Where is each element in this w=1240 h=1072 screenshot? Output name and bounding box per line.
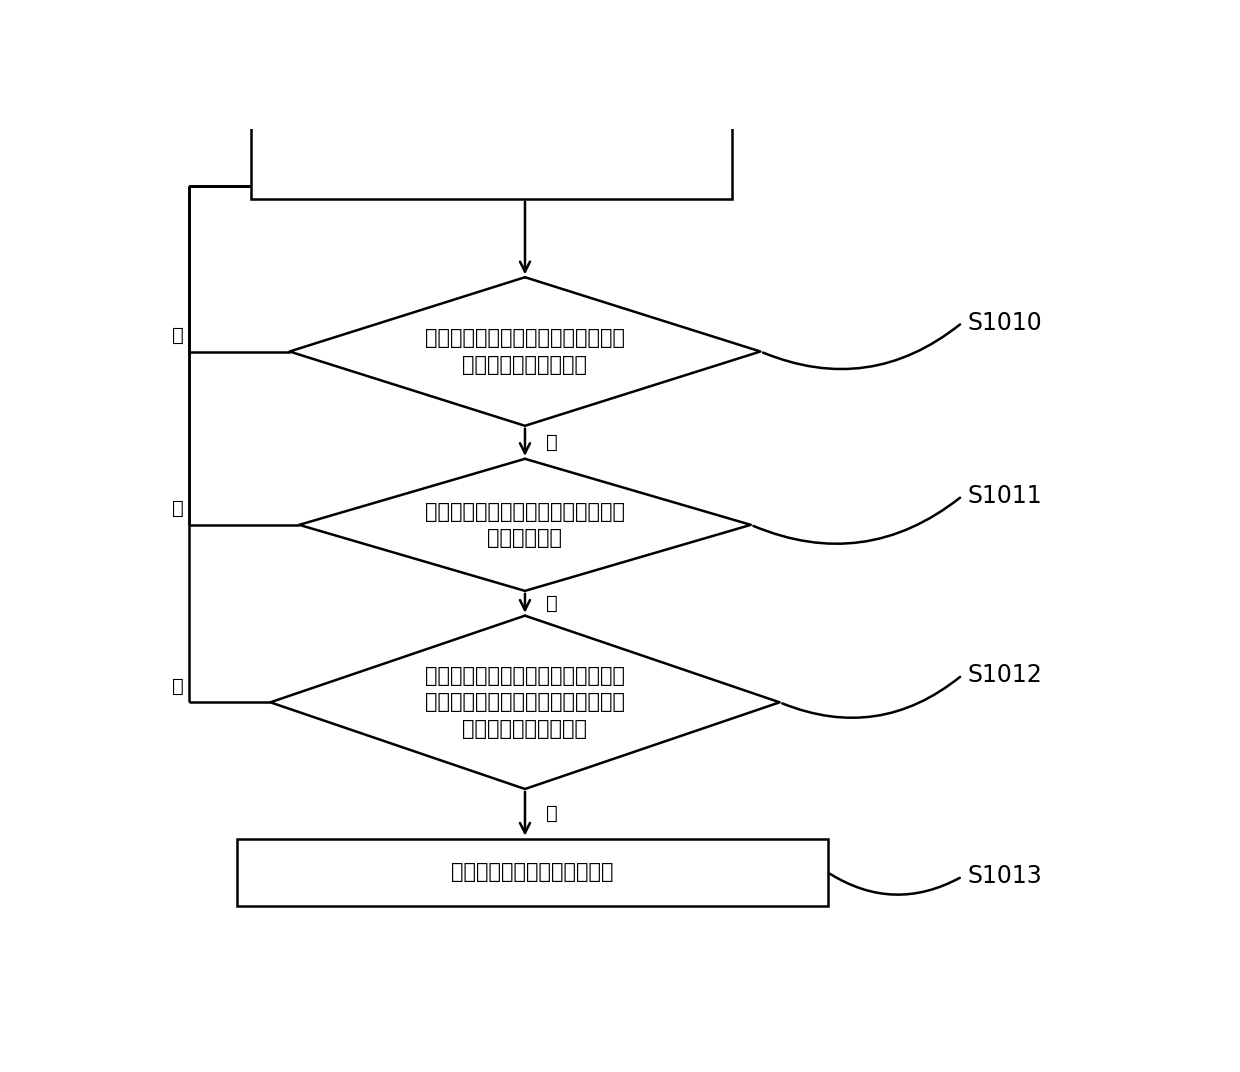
Text: 否: 否 [172, 676, 184, 696]
Text: S1013: S1013 [967, 864, 1042, 889]
Text: 否: 否 [172, 500, 184, 518]
Text: 是: 是 [546, 433, 558, 451]
Bar [250, 100, 732, 198]
Text: S1011: S1011 [967, 483, 1042, 508]
Text: S1012: S1012 [967, 664, 1042, 687]
Text: 否: 否 [172, 326, 184, 345]
Text: 是: 是 [546, 804, 558, 823]
Bar [237, 838, 828, 906]
Text: 是: 是 [546, 594, 558, 613]
Text: 提取所述像元作为初始云像元: 提取所述像元作为初始云像元 [451, 862, 614, 882]
Text: 判断该像元在第三波段的反射率是否
大于第二阈值: 判断该像元在第三波段的反射率是否 大于第二阈值 [425, 502, 625, 548]
Text: 判断该像元在第四波段的反射率与在
第三波段的反射率的比值是否大于第
三阈值且小于第四阈值: 判断该像元在第四波段的反射率与在 第三波段的反射率的比值是否大于第 三阈值且小于… [425, 666, 625, 739]
Text: S1010: S1010 [967, 311, 1042, 334]
Text: 判断遥感影像的像元在第一波段的反
射率是否大于第一阈值: 判断遥感影像的像元在第一波段的反 射率是否大于第一阈值 [425, 328, 625, 375]
